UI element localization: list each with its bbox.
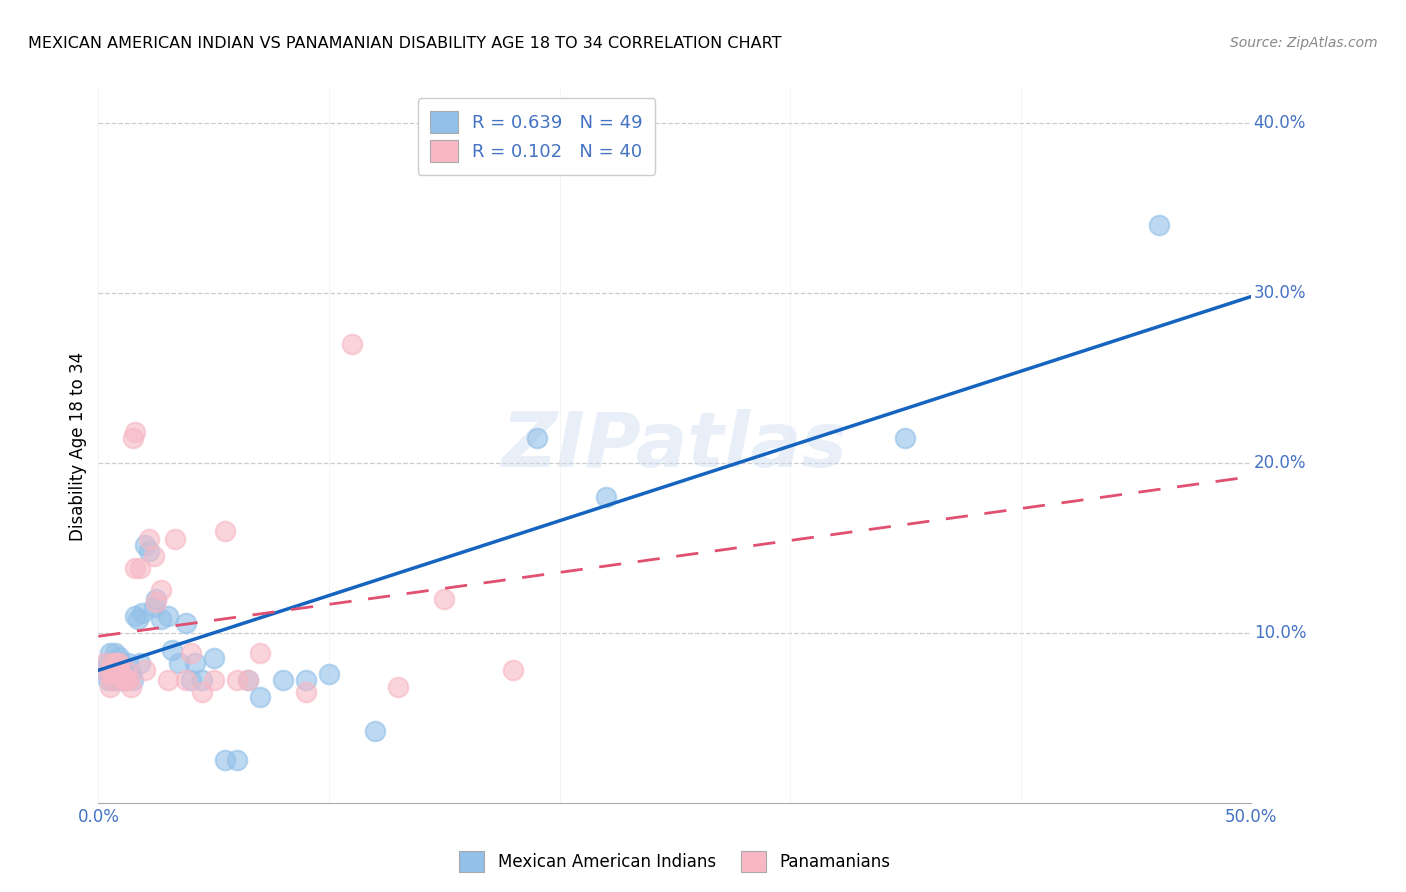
Point [202,673,225,688]
Point [122,673,145,688]
Point [112,673,135,688]
Point [142,600,165,615]
Point [214,753,236,767]
Point [295,673,318,688]
Point [180,646,202,660]
Point [149,583,172,598]
Point [340,337,363,351]
Text: 20.0%: 20.0% [1254,454,1306,472]
Point [120,680,142,694]
Point [364,724,387,739]
Point [249,646,271,660]
Point [101,660,124,674]
Point [101,673,124,688]
Point [105,663,128,677]
Point [115,673,138,688]
Point [526,430,548,444]
Point [105,657,128,671]
Point [249,690,271,705]
Point [98,680,121,694]
Text: MEXICAN AMERICAN INDIAN VS PANAMANIAN DISABILITY AGE 18 TO 34 CORRELATION CHART: MEXICAN AMERICAN INDIAN VS PANAMANIAN DI… [28,36,782,51]
Point [124,425,146,440]
Point [115,673,138,688]
Point [225,753,247,767]
Point [105,666,128,681]
Text: 10.0%: 10.0% [1254,624,1306,642]
Point [110,657,132,671]
Point [138,544,160,558]
Point [214,524,236,538]
Point [103,646,125,660]
Point [174,615,197,630]
Point [180,673,202,688]
Point [387,680,409,694]
Point [98,663,121,677]
Point [156,608,179,623]
Point [115,663,138,677]
Point [145,591,167,606]
Point [595,490,617,504]
Point [120,666,142,681]
Point [184,657,207,671]
Point [295,685,318,699]
Point [108,649,131,664]
Point [174,673,197,688]
Point [117,673,139,688]
Point [149,612,172,626]
Legend: Mexican American Indians, Panamanians: Mexican American Indians, Panamanians [451,843,898,880]
Point [145,595,167,609]
Point [271,673,294,688]
Point [138,533,160,547]
Point [238,673,260,688]
Point [433,591,456,606]
Point [101,673,124,688]
Point [124,608,146,623]
Point [163,533,186,547]
Point [94,657,117,671]
Point [134,537,156,551]
Point [160,643,183,657]
Point [124,561,146,575]
Point [98,666,121,681]
Point [108,657,131,671]
Point [1147,218,1170,232]
Point [129,657,152,671]
Point [191,673,214,688]
Point [103,673,125,688]
Point [103,666,125,681]
Point [110,666,132,681]
Point [110,673,132,688]
Point [167,657,190,671]
Point [238,673,260,688]
Point [101,657,124,671]
Text: 40.0%: 40.0% [1254,114,1306,132]
Point [112,666,135,681]
Point [127,612,149,626]
Point [97,673,120,688]
Point [142,549,165,564]
Point [117,657,139,671]
Point [105,657,128,671]
Text: 30.0%: 30.0% [1254,284,1306,302]
Point [156,673,179,688]
Text: Source: ZipAtlas.com: Source: ZipAtlas.com [1230,36,1378,50]
Point [502,663,524,677]
Point [225,673,247,688]
Point [94,663,117,677]
Point [134,663,156,677]
Point [894,430,917,444]
Y-axis label: Disability Age 18 to 34: Disability Age 18 to 34 [69,351,87,541]
Point [122,430,145,444]
Point [97,666,120,681]
Point [131,606,153,620]
Point [98,646,121,660]
Point [129,561,152,575]
Point [202,651,225,665]
Point [108,673,131,688]
Point [318,666,340,681]
Point [191,685,214,699]
Text: ZIPatlas: ZIPatlas [502,409,848,483]
Point [97,657,120,671]
